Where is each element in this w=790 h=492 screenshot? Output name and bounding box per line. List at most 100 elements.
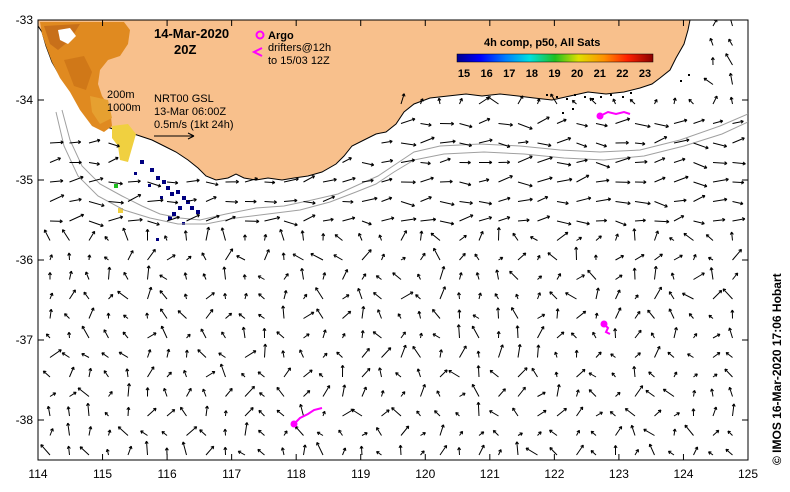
current-arrow [688, 313, 694, 319]
current-arrow [439, 444, 448, 456]
current-arrow [225, 312, 233, 319]
current-arrow [241, 372, 246, 378]
current-arrow [517, 140, 529, 145]
current-arrow [66, 422, 71, 436]
current-arrow [732, 248, 742, 261]
current-arrow [42, 370, 51, 378]
current-arrow [537, 142, 552, 148]
current-arrow [590, 450, 597, 456]
current-arrow [634, 218, 646, 223]
current-arrow [634, 159, 648, 164]
current-arrow [712, 373, 718, 378]
current-arrow [69, 213, 85, 222]
current-arrow [303, 214, 316, 222]
current-arrow [673, 412, 680, 417]
current-arrow [201, 252, 207, 261]
current-arrow [302, 444, 307, 456]
current-arrow [400, 344, 407, 358]
current-arrow [588, 372, 597, 378]
current-arrow [648, 443, 655, 456]
current-arrow [471, 325, 480, 339]
current-arrow [595, 218, 608, 223]
current-arrow [258, 293, 265, 300]
current-arrow [730, 20, 733, 27]
current-arrow [61, 352, 70, 358]
current-arrow [632, 267, 637, 280]
current-arrow [378, 367, 382, 378]
current-arrow [283, 220, 298, 227]
current-arrow [49, 292, 54, 300]
current-arrow [322, 352, 328, 358]
current-arrow [673, 198, 687, 203]
current-arrow [49, 140, 64, 145]
current-arrow [322, 217, 334, 222]
current-arrow [400, 256, 406, 261]
current-arrow [439, 121, 455, 126]
current-arrow [537, 325, 545, 339]
current-arrow [342, 176, 356, 183]
current-arrow [342, 216, 356, 222]
current-arrow [257, 371, 265, 378]
current-arrow [69, 270, 73, 280]
current-arrow [241, 326, 246, 339]
current-arrow [722, 288, 733, 300]
current-arrow [654, 219, 670, 224]
current-arrow [439, 424, 445, 436]
current-arrow [673, 215, 685, 222]
current-arrow [615, 307, 622, 319]
current-arrow [351, 409, 363, 417]
current-arrow [457, 447, 462, 456]
current-arrow [574, 246, 579, 261]
current-arrow [186, 198, 197, 202]
current-arrow [183, 369, 187, 378]
current-arrow [610, 353, 616, 358]
current-arrow [147, 220, 160, 226]
x-axis: 114 115 116 117 118 119 120 121 122 123 124 125 [28, 20, 758, 481]
current-arrow [64, 313, 70, 319]
current-arrow [205, 371, 216, 378]
current-arrow [457, 292, 461, 300]
current-arrow [87, 254, 92, 261]
current-arrow [459, 142, 473, 148]
current-arrow [730, 309, 735, 319]
current-arrow [166, 371, 172, 378]
current-arrow [322, 329, 327, 339]
model-label: NRT00 GSL [154, 93, 214, 105]
current-arrow [281, 252, 286, 261]
current-arrow [693, 373, 698, 378]
current-arrow [220, 227, 226, 241]
current-arrow [498, 122, 514, 127]
current-arrow [712, 119, 724, 124]
current-arrow [373, 292, 382, 300]
current-arrow [517, 155, 533, 163]
current-arrow [104, 236, 109, 241]
current-arrow [103, 329, 109, 339]
map-date: 14-Mar-2020 [154, 26, 229, 41]
current-arrow [236, 255, 246, 261]
current-arrow [380, 390, 385, 397]
current-arrow [693, 142, 709, 150]
current-arrow [303, 201, 316, 205]
current-arrow [549, 429, 558, 436]
current-arrow [361, 220, 372, 226]
current-arrow [166, 409, 176, 417]
current-arrow [303, 333, 310, 339]
current-arrow [420, 176, 434, 183]
current-arrow [439, 157, 451, 163]
current-arrow [147, 286, 153, 300]
current-arrow [495, 269, 500, 280]
current-arrow [103, 256, 109, 261]
current-arrow [632, 366, 637, 378]
current-arrow [458, 272, 463, 280]
map-time: 20Z [174, 42, 196, 57]
current-arrow [498, 175, 513, 183]
current-arrow [634, 448, 639, 456]
current-arrow [419, 230, 424, 241]
current-arrow [205, 214, 220, 222]
current-arrow [478, 230, 484, 241]
current-arrow [478, 201, 493, 206]
current-arrow [166, 180, 179, 185]
current-arrow [237, 450, 246, 456]
current-arrow [570, 332, 577, 339]
current-arrow [517, 123, 533, 130]
